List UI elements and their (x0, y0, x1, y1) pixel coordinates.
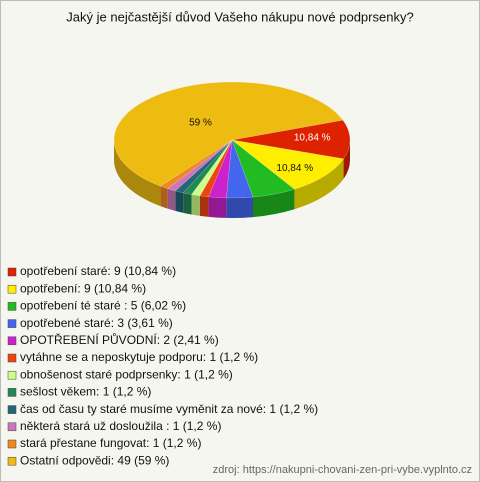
pie-tops (113, 81, 351, 199)
pie-slice (226, 139, 254, 199)
pie-sides (114, 140, 350, 218)
pie-side (114, 140, 161, 207)
legend-swatch (7, 439, 17, 449)
legend-swatch (7, 319, 17, 328)
legend-swatch (7, 353, 17, 363)
pie-slice (159, 139, 233, 189)
pie-side (167, 188, 176, 211)
pie-slice (191, 139, 233, 197)
legend-swatch (7, 456, 17, 466)
pie-side (294, 158, 344, 210)
legend-label: Ostatní odpovědi: 49 (59 %) (20, 453, 169, 467)
pie-side (199, 195, 209, 217)
legend-label: opotřebení: 9 (10,84 %) (20, 281, 146, 295)
legend-label: opotřebené staré: 3 (3,61 %) (20, 316, 173, 330)
pie-side (183, 192, 192, 215)
pie-slice (231, 139, 295, 198)
pie-side (160, 186, 168, 209)
pie-slice (231, 139, 345, 190)
pie-side (343, 140, 350, 179)
legend-swatch (7, 405, 17, 414)
legend-label: OPOTŘEBENÍ PŮVODNÍ: 2 (2,41 %) (20, 332, 219, 347)
data-label: 59 % (189, 118, 212, 129)
legend-label: stará přestane fungovat: 1 (1,2 %) (20, 436, 201, 450)
pie-slice (113, 81, 344, 187)
pie-slice (231, 119, 351, 160)
pie-slice (208, 139, 233, 199)
legend-label: některá stará už dosloužila : 1 (1,2 %) (20, 419, 221, 433)
pie-slice (174, 139, 233, 194)
legend-swatch (7, 370, 17, 380)
pie-slice (182, 139, 233, 195)
legend-label: opotřebení staré: 9 (10,84 %) (20, 264, 176, 278)
pie-side (191, 194, 200, 216)
legend-swatch (7, 302, 17, 311)
legend-swatch (7, 422, 17, 432)
pie-slice (167, 139, 233, 192)
legend-swatch (7, 267, 17, 277)
legend-label: obnošenost staré podprsenky: 1 (1,2 %) (20, 367, 233, 381)
legend-label: čas od času ty staré musíme vyměnit za n… (20, 402, 318, 416)
pie-side (253, 189, 295, 218)
pie-side (208, 196, 227, 218)
data-label: 10,84 % (276, 163, 313, 174)
legend-label: opotřebení té staré : 5 (6,02 %) (20, 299, 186, 313)
legend-swatch (7, 388, 17, 397)
source: zdroj: https://nakupni-chovani-zen-pri-v… (213, 464, 472, 476)
data-label: 10,84 % (294, 132, 331, 143)
legend-label: sešlost věkem: 1 (1,2 %) (20, 385, 151, 399)
legend-label: vytáhne se a neposkytuje podporu: 1 (1,2… (20, 350, 258, 364)
pie-slice (199, 139, 233, 198)
legend-swatch (7, 284, 17, 294)
chart-title: Jaký je nejčastější důvod Vašeho nákupu … (66, 9, 413, 24)
pie-side (175, 190, 184, 213)
legend-swatch (7, 336, 17, 346)
pie-side (226, 197, 254, 218)
